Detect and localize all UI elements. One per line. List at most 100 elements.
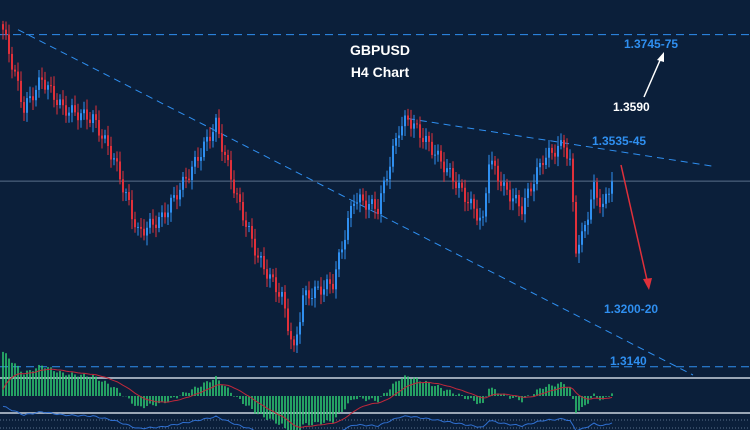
candle-body xyxy=(503,182,505,186)
candle-body xyxy=(137,226,139,228)
candle-body xyxy=(134,219,136,228)
candle-body xyxy=(20,80,22,103)
candle-body xyxy=(260,255,262,258)
candle-body xyxy=(584,224,586,232)
candle-body xyxy=(458,182,460,189)
candle-body xyxy=(53,85,55,100)
candle-body xyxy=(212,132,214,141)
candle-body xyxy=(344,239,346,250)
candle-body xyxy=(395,138,397,146)
candle-body xyxy=(578,244,580,254)
candle-body xyxy=(560,140,562,146)
candle-body xyxy=(92,114,94,124)
candle-body xyxy=(464,187,466,202)
candle-body xyxy=(161,212,163,218)
candle-body xyxy=(116,158,118,162)
candle-body xyxy=(83,109,85,114)
candle-body xyxy=(68,112,70,116)
candle-body xyxy=(302,295,304,323)
candle-body xyxy=(164,212,166,218)
candle-body xyxy=(59,99,61,106)
candle-body xyxy=(461,182,463,188)
arrow-down-line xyxy=(620,164,648,281)
candle-body xyxy=(26,98,28,113)
candle-body xyxy=(101,135,103,139)
candle-body xyxy=(572,158,574,202)
candle-body xyxy=(452,168,454,182)
candle-body xyxy=(38,77,40,90)
candle-body xyxy=(416,123,418,125)
candle-body xyxy=(422,137,424,143)
candle-body xyxy=(419,124,421,138)
candle-body xyxy=(125,192,127,194)
candle-body xyxy=(251,226,253,239)
candle-body xyxy=(257,255,259,258)
candle-body xyxy=(89,119,91,124)
candle-body xyxy=(173,195,175,198)
candle-body xyxy=(611,181,613,194)
candle-body xyxy=(107,135,109,146)
candle-body xyxy=(215,117,217,133)
candle-body xyxy=(170,197,172,213)
candle-body xyxy=(476,208,478,221)
candle-body xyxy=(269,274,271,279)
candle-body xyxy=(131,200,133,220)
candle-body xyxy=(542,162,544,165)
candle-body xyxy=(425,135,427,143)
candle-body xyxy=(548,147,550,158)
candle-body xyxy=(434,154,436,156)
candle-body xyxy=(74,105,76,113)
candle-body xyxy=(152,218,154,225)
panel-divider xyxy=(0,377,750,379)
candle-body xyxy=(197,156,199,161)
candle-body xyxy=(224,151,226,155)
candle-body xyxy=(191,166,193,181)
candle-body xyxy=(233,179,235,194)
macd-signal-line xyxy=(2,368,613,428)
candle-body xyxy=(227,154,229,161)
trendline-1 xyxy=(407,118,715,167)
candle-body xyxy=(254,238,256,256)
candle-body xyxy=(479,217,481,221)
candle-body xyxy=(392,145,394,167)
candle-body xyxy=(140,226,142,229)
candle-body xyxy=(380,193,382,215)
candle-body xyxy=(587,219,589,225)
candle-body xyxy=(185,176,187,179)
candle-body xyxy=(308,290,310,299)
candle-body xyxy=(86,109,88,120)
candle-body xyxy=(404,115,406,127)
candle-body xyxy=(320,286,322,295)
candle-body xyxy=(155,224,157,228)
candle-body xyxy=(314,286,316,298)
candle-body xyxy=(383,180,385,194)
candle-body xyxy=(356,202,358,204)
candle-body xyxy=(533,184,535,192)
candle-body xyxy=(446,168,448,173)
candle-body xyxy=(368,204,370,210)
level-label-top: 1.3745-75 xyxy=(624,37,679,51)
candle-body xyxy=(23,102,25,113)
candle-body xyxy=(497,165,499,182)
candle-body xyxy=(194,156,196,167)
candle-body xyxy=(167,212,169,218)
candle-body xyxy=(596,182,598,198)
candle-body xyxy=(470,198,472,204)
candle-body xyxy=(410,119,412,129)
candle-body xyxy=(305,290,307,296)
candle-body xyxy=(293,339,295,346)
candle-body xyxy=(467,201,469,204)
candle-body xyxy=(398,135,400,139)
candle-body xyxy=(182,176,184,190)
candle-body xyxy=(290,331,292,340)
candle-body xyxy=(209,136,211,141)
candle-body xyxy=(599,197,601,208)
candle-body xyxy=(326,279,328,290)
candle-body xyxy=(389,166,391,180)
candle-body xyxy=(473,198,475,209)
candle-body xyxy=(338,252,340,270)
candle-body xyxy=(263,255,265,270)
candle-body xyxy=(566,147,568,159)
candle-body xyxy=(506,182,508,190)
